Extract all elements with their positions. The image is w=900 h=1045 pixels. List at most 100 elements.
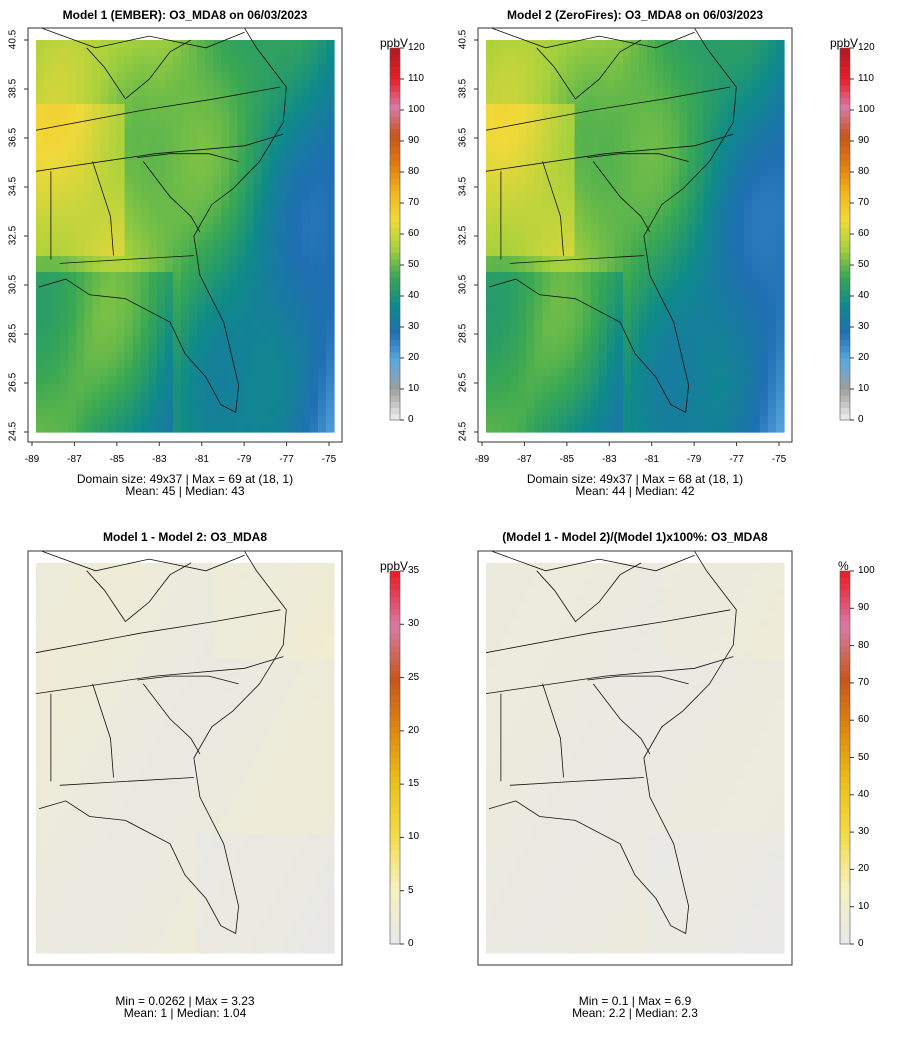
- grid-cell: [301, 801, 311, 811]
- grid-cell: [116, 674, 126, 683]
- grid-cell: [189, 304, 198, 313]
- grid-cell: [60, 136, 69, 145]
- grid-cell: [526, 224, 535, 233]
- grid-cell: [293, 666, 303, 676]
- grid-cell: [197, 320, 206, 329]
- grid-cell: [60, 650, 69, 660]
- grid-cell: [76, 602, 85, 612]
- grid-cell: [502, 184, 511, 193]
- grid-cell: [309, 280, 319, 289]
- grid-cell: [494, 224, 503, 233]
- grid-cell: [582, 64, 592, 73]
- grid-cell: [598, 128, 608, 137]
- grid-cell: [663, 96, 672, 105]
- grid-cell: [213, 248, 222, 257]
- grid-cell: [598, 392, 608, 401]
- grid-cell: [52, 256, 61, 265]
- grid-cell: [68, 88, 77, 97]
- grid-cell: [285, 634, 295, 644]
- grid-cell: [775, 224, 785, 233]
- grid-cell: [261, 682, 271, 691]
- grid-cell: [52, 240, 61, 249]
- colorbar-segment: [840, 389, 850, 396]
- grid-cell: [269, 761, 279, 771]
- grid-cell: [695, 152, 705, 161]
- grid-cell: [630, 424, 640, 433]
- grid-cell: [100, 626, 110, 636]
- grid-cell: [213, 594, 222, 604]
- grid-cell: [245, 785, 255, 795]
- grid-cell: [647, 184, 656, 193]
- grid-cell: [655, 56, 664, 65]
- grid-cell: [213, 785, 222, 795]
- grid-cell: [164, 602, 174, 612]
- grid-cell: [76, 192, 85, 201]
- grid-cell: [140, 642, 150, 652]
- grid-cell: [526, 128, 535, 137]
- grid-cell: [116, 586, 126, 596]
- grid-cell: [486, 280, 495, 289]
- grid-cell: [317, 754, 327, 763]
- grid-cell: [44, 634, 53, 644]
- colorbar-segment: [840, 184, 850, 192]
- grid-cell: [510, 280, 519, 289]
- grid-cell: [52, 72, 61, 81]
- grid-cell: [132, 714, 142, 723]
- grid-cell: [486, 392, 495, 401]
- grid-cell: [590, 40, 600, 49]
- grid-cell: [526, 304, 535, 313]
- grid-cell: [285, 754, 295, 763]
- grid-cell: [719, 304, 729, 313]
- grid-cell: [229, 424, 238, 433]
- grid-cell: [189, 144, 198, 153]
- grid-cell: [116, 785, 126, 795]
- grid-cell: [92, 714, 102, 723]
- grid-cell: [719, 152, 729, 161]
- grid-cell: [36, 602, 45, 612]
- grid-cell: [502, 360, 511, 369]
- grid-cell: [213, 761, 222, 771]
- grid-cell: [140, 634, 150, 644]
- grid-cell: [622, 72, 632, 81]
- colorbar-segment: [390, 296, 400, 303]
- grid-cell: [325, 730, 335, 739]
- grid-cell: [148, 128, 158, 137]
- grid-cell: [719, 368, 729, 377]
- grid-cell: [542, 368, 552, 377]
- grid-cell: [156, 761, 166, 771]
- grid-cell: [759, 192, 769, 201]
- grid-cell: [582, 400, 592, 409]
- grid-cell: [293, 594, 303, 604]
- grid-cell: [550, 384, 560, 393]
- grid-cell: [245, 160, 255, 169]
- grid-cell: [205, 706, 214, 715]
- grid-cell: [189, 746, 198, 755]
- grid-cell: [309, 312, 319, 321]
- grid-cell: [60, 610, 69, 620]
- colorbar-segment: [840, 364, 850, 371]
- grid-cell: [205, 793, 214, 803]
- grid-cell: [277, 128, 287, 137]
- grid-cell: [325, 754, 335, 763]
- grid-cell: [44, 216, 53, 225]
- grid-cell: [622, 80, 632, 89]
- grid-cell: [140, 88, 150, 97]
- grid-cell: [735, 240, 745, 249]
- grid-cell: [229, 144, 238, 153]
- grid-cell: [108, 184, 118, 193]
- grid-cell: [550, 136, 560, 145]
- grid-cell: [197, 754, 206, 763]
- grid-cell: [269, 602, 279, 612]
- grid-cell: [36, 682, 45, 691]
- grid-cell: [245, 352, 255, 361]
- grid-cell: [735, 120, 745, 129]
- grid-cell: [229, 336, 238, 345]
- grid-cell: [510, 72, 519, 81]
- grid-cell: [76, 232, 85, 241]
- grid-cell: [735, 200, 745, 209]
- grid-cell: [84, 754, 93, 763]
- grid-cell: [172, 746, 182, 755]
- grid-cell: [76, 280, 85, 289]
- grid-cell: [229, 64, 238, 73]
- grid-cell: [189, 392, 198, 401]
